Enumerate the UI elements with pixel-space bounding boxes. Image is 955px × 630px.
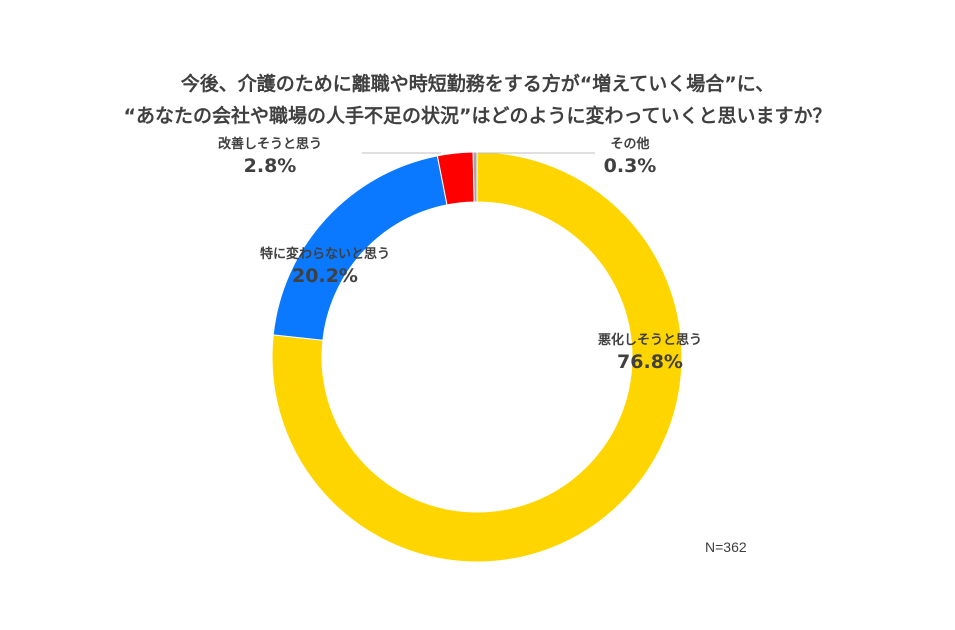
label-unchanged-name: 特に変わらないと思う xyxy=(259,247,390,262)
label-improve-value: 2.8% xyxy=(243,155,297,177)
label-other: その他 0.3% xyxy=(575,136,685,178)
donut-slice-worsen xyxy=(271,151,683,563)
chart-title: 今後、介護のために離職や時短勤務をする方が“増えていく場合”に、 “あなたの会社… xyxy=(0,68,955,132)
label-worsen-value: 76.8% xyxy=(617,351,683,373)
label-other-value: 0.3% xyxy=(603,155,657,177)
label-worsen-name: 悪化しそうと思う xyxy=(597,333,702,348)
donut-slice-other xyxy=(472,151,478,203)
label-other-name: その他 xyxy=(610,137,650,152)
chart-title-line-2: “あなたの会社や職場の人手不足の状況”はどのように変わっていくと思いますか？ xyxy=(123,105,832,127)
label-improve-name: 改善しそうと思う xyxy=(217,137,322,152)
sample-size-note: N=362 xyxy=(705,539,747,555)
label-worsen: 悪化しそうと思う 76.8% xyxy=(575,332,725,374)
chart-title-line-1: 今後、介護のために離職や時短勤務をする方が“増えていく場合”に、 xyxy=(180,73,775,95)
label-unchanged: 特に変わらないと思う 20.2% xyxy=(235,246,415,288)
label-unchanged-value: 20.2% xyxy=(292,265,358,287)
donut-slices xyxy=(271,151,683,563)
label-improve: 改善しそうと思う 2.8% xyxy=(200,136,340,178)
